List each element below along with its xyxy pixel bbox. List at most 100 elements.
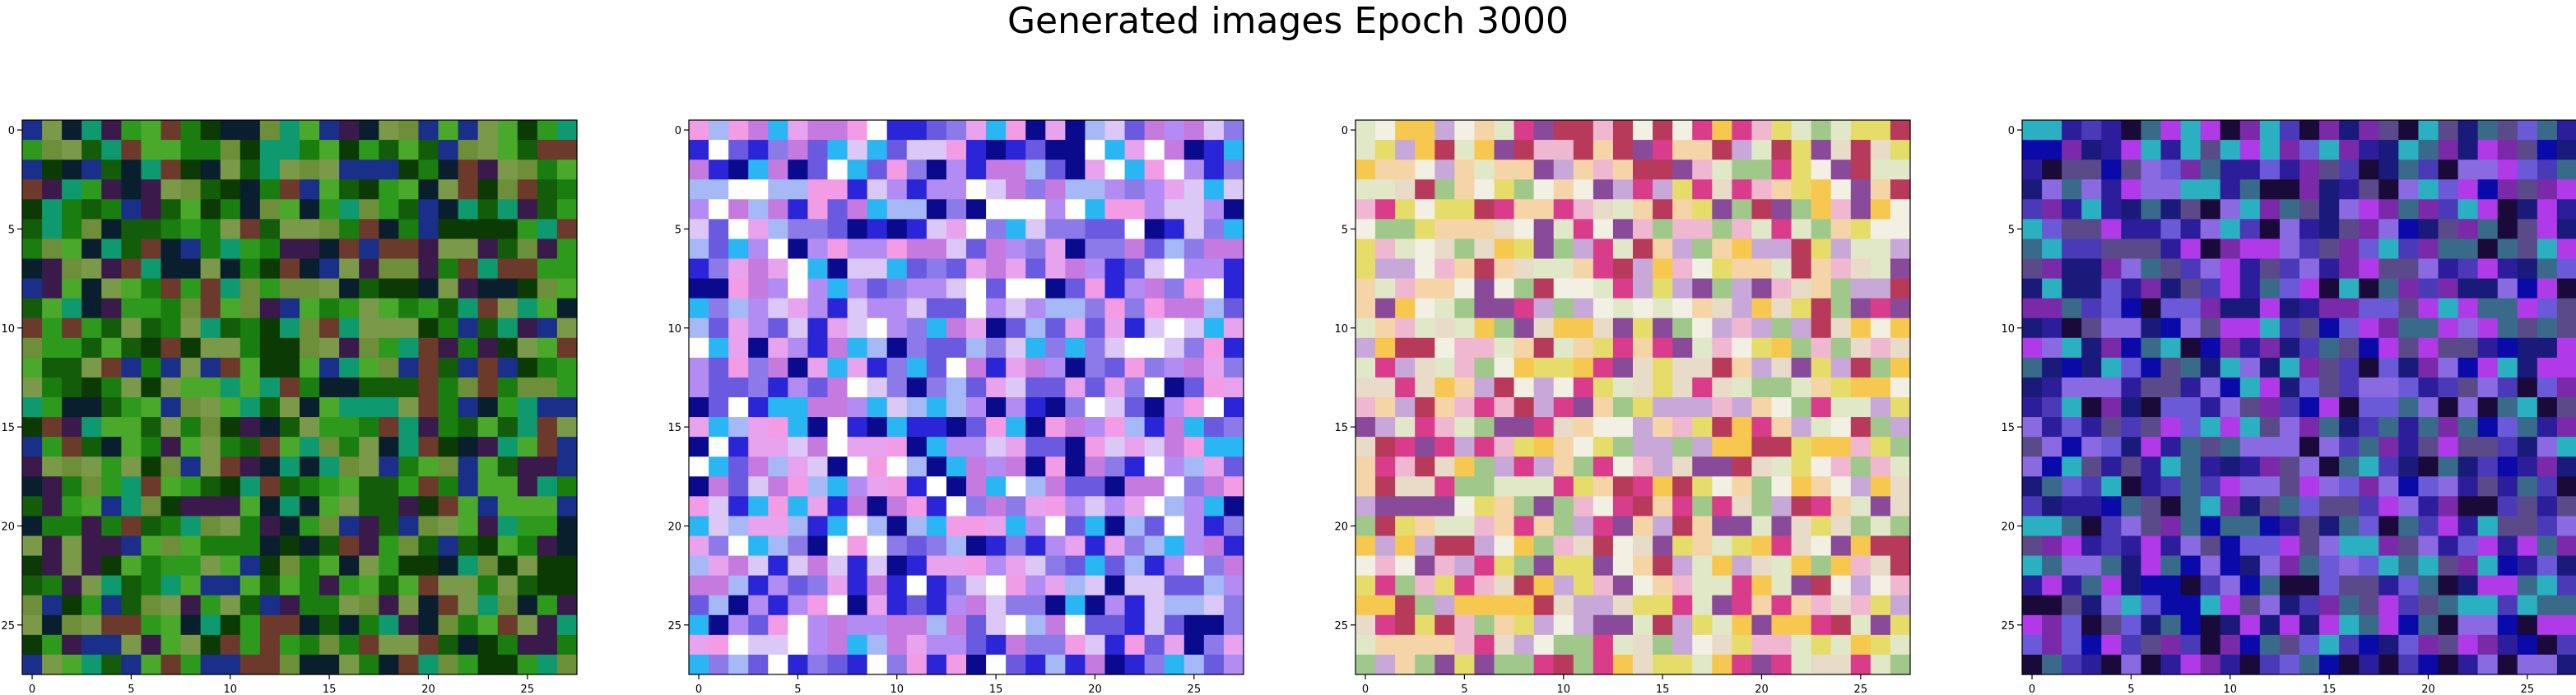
pixel-cell [1223,258,1244,280]
pixel-cell [2022,417,2043,438]
pixel-cell [807,575,829,596]
pixel-cell [2220,317,2241,339]
pixel-cell [1415,160,1435,180]
pixel-cell [1751,298,1773,319]
pixel-cell [2259,496,2281,517]
pixel-cell [2418,397,2439,418]
pixel-cell [81,555,102,577]
pixel-cell [81,595,102,616]
pixel-cell [2220,219,2241,240]
pixel-cell [1791,437,1812,457]
pixel-cell [1890,377,1911,398]
pixel-cell [1355,595,1376,616]
pixel-cell [886,140,908,160]
pixel-cell [1203,476,1225,497]
pixel-cell [180,535,202,557]
pixel-cell [339,160,360,180]
pixel-cell [966,357,987,378]
pixel-cell [709,437,729,457]
pixel-cell [1494,555,1515,577]
pixel-cell [1890,634,1911,656]
pixel-cell [2418,595,2439,616]
pixel-cell [2398,160,2420,180]
pixel-cell [556,397,578,418]
pixel-cell [1223,654,1244,675]
pixel-cell [2022,120,2043,141]
pixel-cell [239,437,261,457]
pixel-cell [966,535,987,557]
pixel-cell [1494,377,1515,398]
pixel-cell [1751,160,1773,180]
x-tick-label: 5 [2127,683,2134,695]
pixel-cell [807,614,829,636]
pixel-cell [2101,456,2122,477]
pixel-cell [788,397,809,418]
pixel-cell [1454,397,1476,418]
pixel-cell [42,654,63,675]
pixel-cell [418,298,439,319]
pixel-cell [458,595,479,616]
pixel-cell [1375,496,1396,517]
pixel-cell [1732,160,1753,180]
pixel-cell [42,239,63,260]
pixel-cell [2359,140,2379,160]
pixel-cell [300,575,320,596]
pixel-cell [359,317,379,339]
pixel-cell [398,535,420,557]
pixel-cell [279,456,300,477]
pixel-cell [2160,239,2182,260]
pixel-cell [1672,654,1693,675]
pixel-cell [807,199,829,220]
pixel-cell [768,337,788,359]
pixel-cell [62,199,82,220]
pixel-cell [1025,437,1046,457]
pixel-cell [438,456,459,477]
pixel-cell [1454,160,1476,180]
pixel-cell [477,199,499,220]
pixel-cell [1791,654,1812,675]
pixel-cell [1454,377,1476,398]
pixel-cell [1653,160,1673,180]
pixel-cell [1474,555,1495,577]
pixel-cell [2359,357,2379,378]
pixel-cell [709,258,729,280]
pixel-cell [1104,120,1126,141]
pixel-cell [1653,654,1673,675]
pixel-cell [2477,417,2499,438]
pixel-cell [2457,377,2479,398]
pixel-cell [1811,496,1832,517]
pixel-cell [1025,317,1046,339]
pixel-cell [2556,496,2576,517]
pixel-cell [906,417,928,438]
pixel-cell [1830,417,1852,438]
pixel-cell [42,298,63,319]
pixel-cell [1553,595,1574,616]
pixel-cell [2556,555,2576,577]
pixel-cell [379,575,399,596]
pixel-cell [1025,555,1046,577]
pixel-cell [1850,654,1872,675]
pixel-cell [101,397,122,418]
pixel-cell [160,258,182,280]
pixel-cell [2141,496,2162,517]
pixel-cell [2536,337,2558,359]
pixel-cell [42,317,63,339]
pixel-cell [2062,634,2082,656]
pixel-cell [807,120,829,141]
pixel-cell [2081,634,2102,656]
pixel-cell [728,179,749,200]
pixel-cell [2398,317,2420,339]
pixel-cell [748,456,769,477]
pixel-cell [748,219,769,240]
pixel-cell [1633,417,1653,438]
pixel-cell [689,476,709,497]
pixel-cell [986,140,1007,160]
pixel-cell [160,239,182,260]
pixel-cell [2457,555,2479,577]
pixel-cell [1025,417,1046,438]
pixel-cell [537,614,558,636]
pixel-cell [2180,258,2202,280]
pixel-cell [2536,140,2558,160]
pixel-cell [2398,535,2420,557]
pixel-cell [279,258,300,280]
